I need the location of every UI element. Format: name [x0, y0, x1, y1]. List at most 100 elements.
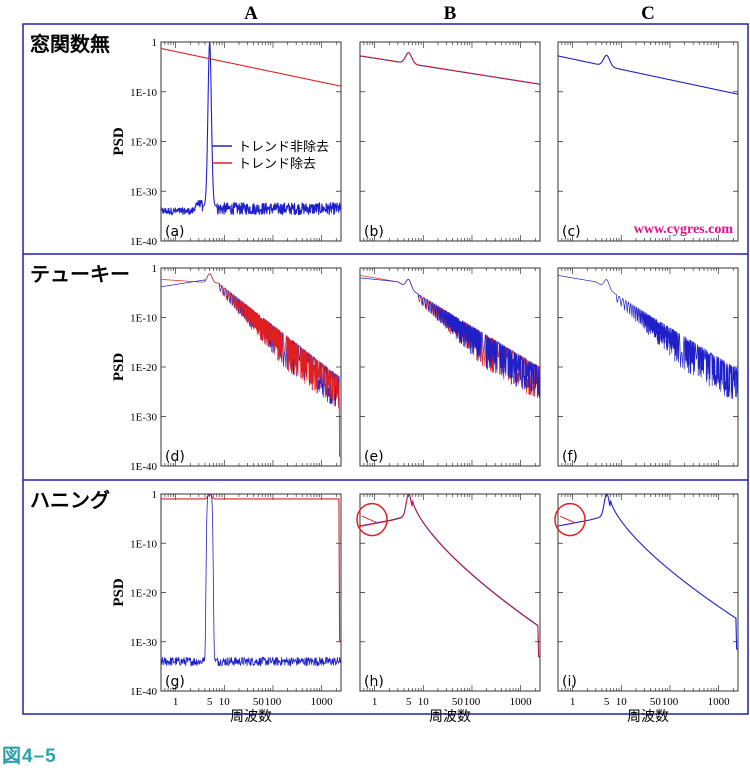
panel-i: (i) 1 5 10 50 100 1000 周波数 — [554, 493, 739, 725]
series-line-1 — [360, 494, 540, 658]
plot-area — [160, 493, 342, 692]
series-line-1 — [161, 494, 341, 667]
y-tick-label: 1E-10 — [130, 87, 157, 99]
legend-label-detrended: トレンド除去 — [238, 157, 316, 172]
panel-g: 1 1E-10 1E-20 1E-30 1E-40 (g) 1 5 10 50 100 1000 周波数 — [130, 489, 342, 725]
plot-area — [557, 493, 739, 692]
panel-c: (c) — [557, 41, 739, 242]
x-tick-label: 5 — [207, 696, 213, 708]
figure-caption: 図4–5 — [2, 746, 57, 767]
y-axis-label: PSD — [111, 127, 127, 156]
y-tick-label: 1 — [152, 489, 158, 501]
x-tick-label: 100 — [265, 696, 282, 708]
panel-e: (e) — [359, 267, 541, 467]
y-tick-label: 1E-30 — [130, 412, 157, 424]
row-title: テューキー — [30, 262, 130, 286]
y-tick-label: 1E-20 — [130, 588, 157, 600]
x-tick-label: 10 — [219, 696, 231, 708]
panel-label: (e) — [364, 449, 384, 465]
series-line-0 — [558, 54, 738, 95]
highlight-circle — [554, 502, 586, 537]
y-tick-label: 1E-30 — [130, 186, 157, 198]
y-tick-label: 1E-10 — [130, 313, 157, 325]
column-header-c: C — [641, 3, 655, 24]
series-group — [161, 494, 341, 667]
plot-area — [359, 267, 541, 467]
series-group — [161, 42, 341, 216]
series-line-0 — [161, 42, 341, 216]
x-axis-label: 周波数 — [230, 709, 272, 725]
y-tick-label: 1E-40 — [130, 461, 157, 473]
panel-h: (h) 1 5 10 50 100 1000 周波数 — [356, 493, 541, 725]
watermark: www.cygres.com — [634, 222, 734, 237]
column-header-b: B — [444, 3, 457, 24]
series-group — [558, 494, 738, 650]
y-tick-label: 1E-30 — [130, 637, 157, 649]
y-tick-label: 1 — [152, 37, 158, 49]
series-line-1 — [161, 47, 341, 87]
y-tick-label: 1E-10 — [130, 538, 157, 550]
series-line-1 — [161, 273, 341, 457]
series-group — [360, 275, 540, 399]
panel-label: (c) — [562, 224, 581, 240]
x-tick-label: 1000 — [510, 696, 533, 708]
x-tick-label: 10 — [418, 696, 430, 708]
panel-label: (b) — [364, 224, 384, 240]
x-tick-label: 100 — [662, 696, 679, 708]
series-line-0 — [558, 494, 738, 650]
y-tick-label: 1E-20 — [130, 362, 157, 374]
y-tick-label: 1 — [152, 263, 158, 275]
panel-label: (d) — [165, 449, 185, 465]
x-tick-label: 50 — [650, 696, 662, 708]
x-tick-label: 1000 — [311, 696, 334, 708]
series-line-1 — [559, 515, 575, 524]
panel-f: (f) — [557, 267, 739, 467]
x-tick-label: 50 — [253, 696, 265, 708]
y-axis-label: PSD — [111, 353, 127, 382]
x-tick-label: 1 — [570, 696, 576, 708]
series-line-0 — [161, 494, 341, 643]
x-tick-label: 50 — [452, 696, 464, 708]
plot-area — [359, 41, 541, 242]
panel-label: (i) — [562, 674, 577, 690]
plot-area — [359, 493, 541, 692]
series-line-1 — [360, 51, 540, 85]
x-tick-label: 10 — [616, 696, 628, 708]
plot-area — [557, 41, 739, 242]
series-group — [558, 275, 738, 402]
x-axis-label: 周波数 — [429, 709, 471, 725]
series-group — [360, 494, 540, 658]
highlight-circle — [356, 502, 388, 537]
panel-label: (h) — [364, 674, 384, 690]
series-line-0 — [558, 275, 738, 402]
y-tick-label: 1E-40 — [130, 686, 157, 698]
panel-d: 1 1E-10 1E-20 1E-30 1E-40 (d) — [130, 263, 342, 473]
series-line-2 — [361, 515, 377, 524]
series-group — [558, 54, 738, 95]
series-group — [161, 273, 341, 457]
panel-label: (g) — [165, 674, 185, 690]
panel-b: (b) — [359, 41, 541, 242]
column-header-a: A — [244, 3, 258, 24]
y-tick-label: 1E-20 — [130, 137, 157, 149]
panel-label: (a) — [165, 224, 185, 240]
x-axis-label: 周波数 — [627, 709, 669, 725]
panel-label: (f) — [562, 449, 578, 465]
x-tick-label: 1 — [173, 696, 179, 708]
x-tick-label: 100 — [464, 696, 481, 708]
x-tick-label: 5 — [604, 696, 610, 708]
y-axis-label: PSD — [111, 578, 127, 607]
x-tick-label: 1000 — [708, 696, 731, 708]
figure-frame — [22, 23, 749, 715]
row-title: 窓関数無 — [30, 32, 110, 56]
x-tick-label: 5 — [406, 696, 412, 708]
plot-area — [557, 267, 739, 467]
row-title: ハニング — [30, 488, 110, 512]
legend-label-non-detrended: トレンド非除去 — [238, 140, 329, 155]
x-tick-label: 1 — [372, 696, 378, 708]
panel-a: 1 1E-10 1E-20 1E-30 1E-40 (a) — [130, 37, 342, 248]
series-group — [360, 51, 540, 85]
series-line-1 — [360, 277, 540, 399]
